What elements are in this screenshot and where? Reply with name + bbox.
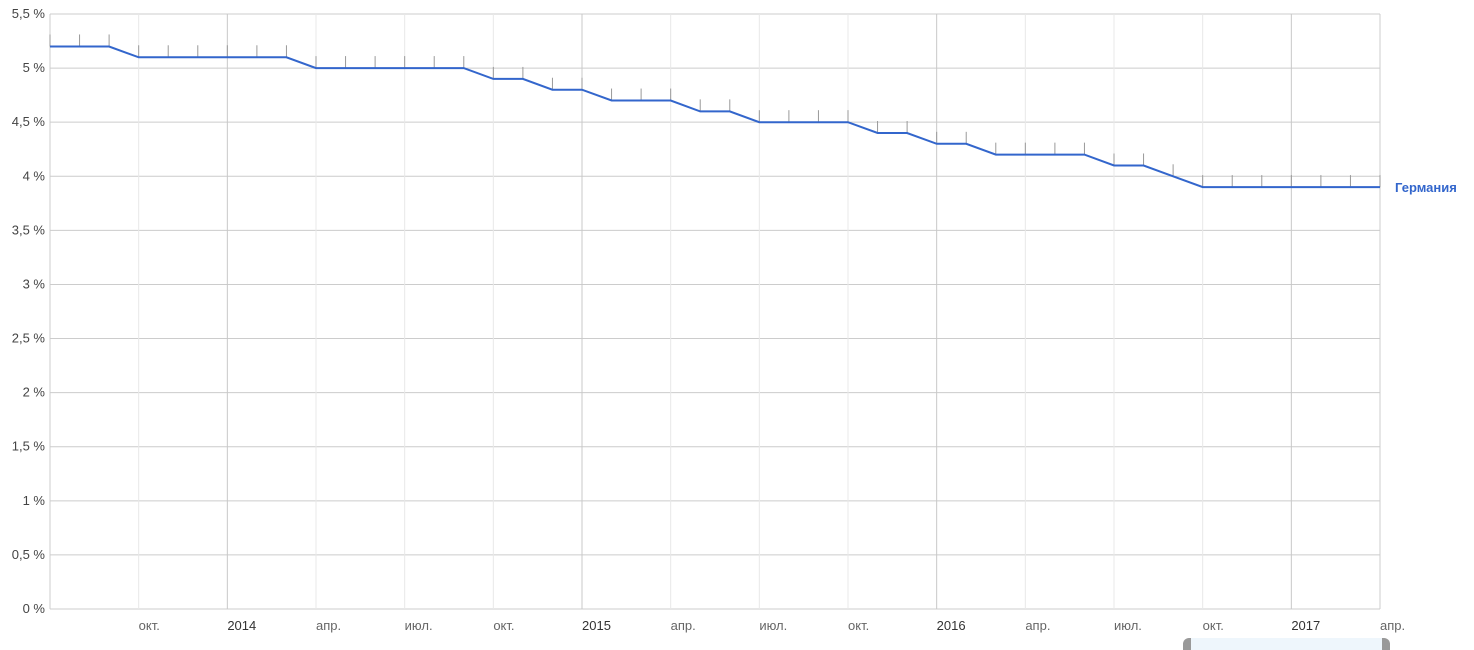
x-tick-label: апр. — [316, 618, 341, 633]
y-tick-label: 5,5 % — [12, 6, 46, 21]
y-tick-label: 1,5 % — [12, 439, 46, 454]
x-tick-label: 2016 — [937, 618, 966, 633]
y-tick-label: 0,5 % — [12, 547, 46, 562]
x-tick-label: апр. — [1025, 618, 1050, 633]
x-axis: окт. 2014 апр. июл. окт. 2015 апр. июл. окт. 2016… — [139, 618, 1405, 633]
y-tick-label: 1 % — [23, 493, 46, 508]
x-tick-label: 2015 — [582, 618, 611, 633]
x-tick-label: окт. — [848, 618, 869, 633]
y-axis: 0 % 0,5 % 1 % 1,5 % 2 % 2,5 % 3 % 3,5 % 4 % 4,5 %… — [12, 6, 46, 616]
y-tick-label: 3 % — [23, 276, 46, 291]
x-tick-label: апр. — [1380, 618, 1405, 633]
x-tick-label: 2014 — [227, 618, 256, 633]
legend-germany[interactable]: Германия — [1395, 180, 1457, 195]
point-markers — [49, 34, 1381, 188]
y-tick-label: 4 % — [23, 168, 46, 183]
y-tick-label: 2 % — [23, 385, 46, 400]
y-tick-label: 0 % — [23, 601, 46, 616]
x-tick-label: окт. — [139, 618, 160, 633]
x-tick-label: апр. — [671, 618, 696, 633]
x-tick-label: июл. — [405, 618, 433, 633]
y-tick-label: 3,5 % — [12, 222, 46, 237]
x-tick-label: 2017 — [1291, 618, 1320, 633]
timeline-scrollbar[interactable] — [1183, 638, 1390, 650]
series-line-germany[interactable] — [50, 45, 1380, 189]
grid — [49, 13, 1381, 610]
y-tick-label: 4,5 % — [12, 114, 46, 129]
x-tick-label: июл. — [1114, 618, 1142, 633]
x-tick-label: окт. — [493, 618, 514, 633]
x-tick-label: июл. — [759, 618, 787, 633]
y-tick-label: 5 % — [23, 60, 46, 75]
x-tick-label: окт. — [1203, 618, 1224, 633]
y-tick-label: 2,5 % — [12, 331, 46, 346]
